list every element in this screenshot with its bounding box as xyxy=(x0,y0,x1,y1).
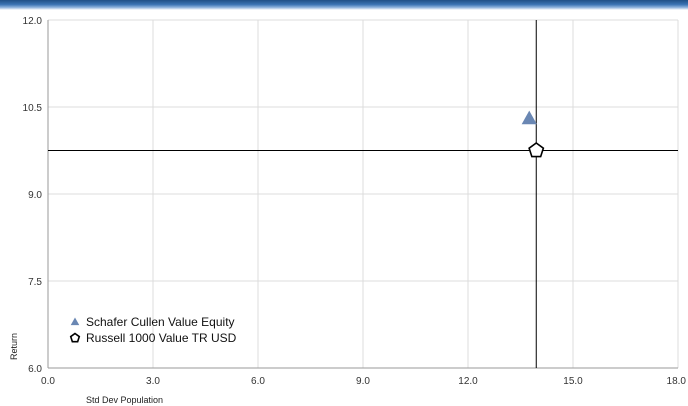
axes xyxy=(47,20,678,369)
x-tick-label: 12.0 xyxy=(458,376,478,387)
grid xyxy=(47,19,679,369)
legend-label: Schafer Cullen Value Equity xyxy=(86,315,235,329)
benchmark-crosshair xyxy=(48,20,678,368)
legend-triangle-icon xyxy=(70,317,80,326)
header-band xyxy=(0,0,688,10)
x-tick-label: 6.0 xyxy=(251,376,265,387)
tick-labels: 0.0 3.0 6.0 9.0 12.0 15.0 18.0 6.0 7.5 9.0 10.5 12.… xyxy=(23,16,687,387)
y-tick-label: 9.0 xyxy=(28,190,42,201)
benchmark-point-pentagon xyxy=(528,142,545,158)
x-tick-label: 0.0 xyxy=(41,376,55,387)
x-tick-label: 9.0 xyxy=(356,376,370,387)
legend-pentagon-icon xyxy=(69,332,81,343)
fund-point-triangle xyxy=(521,110,537,125)
data-points xyxy=(521,110,545,158)
y-tick-label: 6.0 xyxy=(28,364,42,375)
x-tick-label: 3.0 xyxy=(146,376,160,387)
x-axis-label: Std Dev Population xyxy=(86,395,163,405)
y-tick-label: 10.5 xyxy=(23,103,43,114)
y-tick-label: 7.5 xyxy=(28,277,42,288)
y-axis-label: Return xyxy=(9,333,19,360)
y-tick-label: 12.0 xyxy=(23,16,43,27)
legend-label: Russell 1000 Value TR USD xyxy=(86,331,237,345)
legend: Schafer Cullen Value Equity Russell 1000 … xyxy=(69,315,237,345)
x-tick-label: 15.0 xyxy=(563,376,583,387)
x-tick-label: 18.0 xyxy=(667,376,687,387)
